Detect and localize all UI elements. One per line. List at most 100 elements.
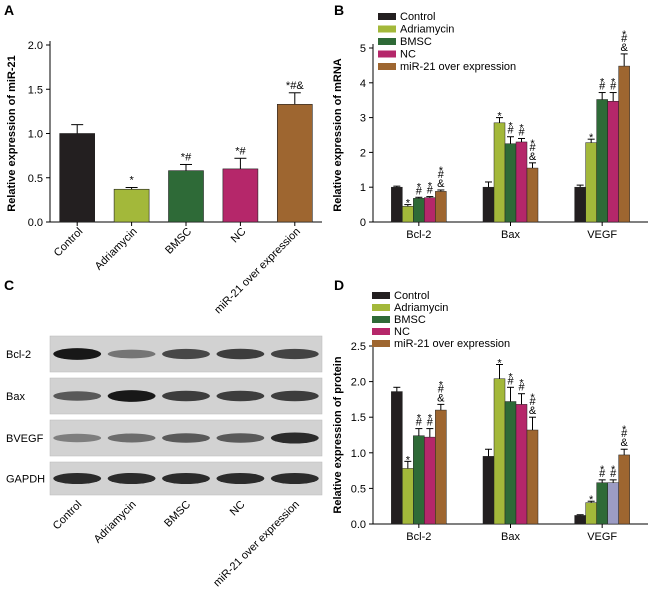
- panel-label-a: A: [4, 2, 14, 18]
- blot-band: [216, 348, 265, 360]
- chart-a-significance: *#: [181, 151, 192, 163]
- chart-d-significance-mark: #: [610, 468, 617, 480]
- chart-b-x-label-bax: Bax: [501, 229, 520, 241]
- blot-band: [270, 432, 319, 444]
- chart-b-significance-mark: #: [621, 33, 628, 45]
- blot-lane-label-nc: NC: [228, 499, 248, 519]
- chart-b-y-tick-label: 3: [360, 113, 366, 125]
- chart-d-significance-mark: *: [497, 358, 502, 370]
- chart-d-significance-mark: *: [428, 413, 433, 425]
- chart-d-y-tick-label: 2.0: [351, 377, 366, 389]
- chart-d-significance-mark: *: [622, 424, 627, 436]
- panel-label-d: D: [334, 277, 344, 293]
- blot-lane-label-mir-21-over-expression: miR-21 over expression: [211, 499, 302, 590]
- chart-d-bar-vegf-bmsc: [596, 482, 608, 525]
- chart-b-bar-bax-adriamycin: [493, 122, 506, 223]
- blot-band: [107, 390, 156, 402]
- chart-b-significance-mark: #: [518, 126, 525, 138]
- chart-b-significance-mark: *: [519, 122, 524, 134]
- chart-b-legend-label-bmsc: BMSC: [400, 36, 432, 48]
- blot-band: [216, 390, 265, 402]
- chart-b-significance-mark: *: [530, 138, 535, 150]
- blot-band: [270, 390, 319, 402]
- chart-b-significance-mark: &: [529, 151, 537, 163]
- chart-b-y-tick-label: 0: [360, 217, 366, 229]
- chart-b-bar-bax-bmsc: [504, 143, 517, 223]
- blot-band: [53, 433, 102, 443]
- chart-b-significance-mark: *: [417, 181, 422, 193]
- chart-b-legend-label-nc: NC: [400, 49, 416, 61]
- chart-d-y-axis-label: Relative expression of protein: [332, 356, 344, 513]
- chart-b-significance-mark: *: [508, 121, 513, 133]
- chart-a-y-tick-label: 0.5: [28, 173, 43, 185]
- blot-band: [107, 433, 156, 443]
- blot-band: [216, 433, 265, 443]
- chart-a-y-tick-label: 2.0: [28, 40, 43, 52]
- chart-a-x-label-adriamycin: Adriamycin: [93, 226, 140, 273]
- chart-d-y-tick-label: 1.0: [351, 448, 366, 460]
- chart-d-significance-mark: &: [437, 392, 445, 404]
- chart-d-y-tick-label: 1.5: [351, 412, 366, 424]
- chart-a-y-axis-label: Relative expression of miR-21: [6, 55, 18, 212]
- blot-row-label-bax: Bax: [6, 391, 25, 403]
- chart-b-y-tick-label: 4: [360, 78, 366, 90]
- chart-b-y-tick-label: 1: [360, 182, 366, 194]
- chart-b-x-label-vegf: VEGF: [587, 229, 617, 241]
- chart-d-legend-label-adriamycin: Adriamycin: [394, 302, 448, 314]
- chart-b-legend-swatch-nc: [378, 50, 396, 58]
- blot-band: [162, 390, 210, 402]
- chart-d-significance-mark: *: [530, 392, 535, 404]
- chart-d-y-tick-label: 0.5: [351, 483, 366, 495]
- blot-band: [270, 472, 319, 485]
- chart-b-bar-bax-nc: [515, 141, 528, 223]
- blot-band: [53, 348, 102, 360]
- chart-b-bar-vegf-adriamycin: [585, 142, 597, 223]
- chart-b-bar-bcl-2-control: [391, 186, 403, 223]
- chart-b-significance-mark: #: [507, 125, 514, 137]
- chart-d-significance-mark: *: [508, 371, 513, 383]
- chart-d-bar-vegf-control: [574, 515, 586, 525]
- chart-d-significance-mark: #: [599, 468, 606, 480]
- blot-lane-label-bmsc: BMSC: [162, 499, 193, 530]
- chart-b-significance-mark: *: [600, 77, 605, 89]
- western-blot-c: Bcl-2 Bax BVEGF GAPDH Control Adriamycin BMSC N…: [6, 335, 323, 590]
- chart-a-mir21: 0.0 0.5 1.0 1.5 2.0 Control * Adriamycin *# BMSC *…: [6, 40, 322, 316]
- chart-d-significance-mark: #: [529, 396, 536, 408]
- blot-band: [216, 472, 265, 485]
- chart-b-bar-bax-control: [482, 186, 495, 223]
- blot-band: [53, 391, 102, 401]
- chart-d-significance-mark: *: [600, 464, 605, 476]
- chart-d-x-label-bax: Bax: [501, 531, 520, 543]
- chart-b-significance-mark: &: [620, 42, 628, 54]
- chart-d-bar-bax-adriamycin: [493, 378, 506, 525]
- chart-d-significance-mark: #: [427, 417, 434, 429]
- chart-b-bar-vegf-nc: [607, 100, 619, 223]
- chart-a-x-label-nc: NC: [229, 226, 249, 246]
- chart-b-significance-mark: &: [437, 178, 445, 190]
- chart-a-significance: *: [129, 174, 134, 186]
- chart-d-significance-mark: #: [416, 417, 423, 429]
- chart-b-significance-mark: *: [439, 165, 444, 177]
- chart-d-significance-mark: *: [439, 379, 444, 391]
- chart-d-bar-bax-mir-21-over-expression: [526, 429, 539, 525]
- chart-d-significance-mark: *: [611, 464, 616, 476]
- blot-band: [162, 472, 210, 485]
- chart-b-bar-vegf-control: [574, 186, 586, 223]
- chart-d-x-label-vegf: VEGF: [587, 531, 617, 543]
- chart-d-legend-label-nc: NC: [394, 326, 410, 338]
- chart-d-legend-swatch-nc: [372, 328, 390, 335]
- chart-a-y-tick-label: 1.5: [28, 84, 43, 96]
- chart-a-bar-bmsc: [168, 170, 204, 223]
- chart-d-bar-vegf-nc: [607, 482, 619, 525]
- chart-b-significance-mark: #: [599, 81, 606, 93]
- chart-b-bar-bax-mir-21-over-expression: [526, 167, 539, 223]
- chart-d-significance-mark: &: [529, 405, 537, 417]
- chart-d-bar-bax-control: [482, 456, 495, 525]
- chart-b-y-tick-label: 2: [360, 147, 366, 159]
- chart-d-bar-bcl-2-bmsc: [413, 435, 425, 525]
- chart-d-legend-swatch-adriamycin: [372, 304, 390, 311]
- chart-a-x-label-mir-21-over-expression: miR-21 over expression: [212, 226, 303, 317]
- chart-b-significance-mark: *: [406, 198, 411, 210]
- chart-b-legend-swatch-control: [378, 13, 396, 20]
- blot-band: [162, 348, 210, 360]
